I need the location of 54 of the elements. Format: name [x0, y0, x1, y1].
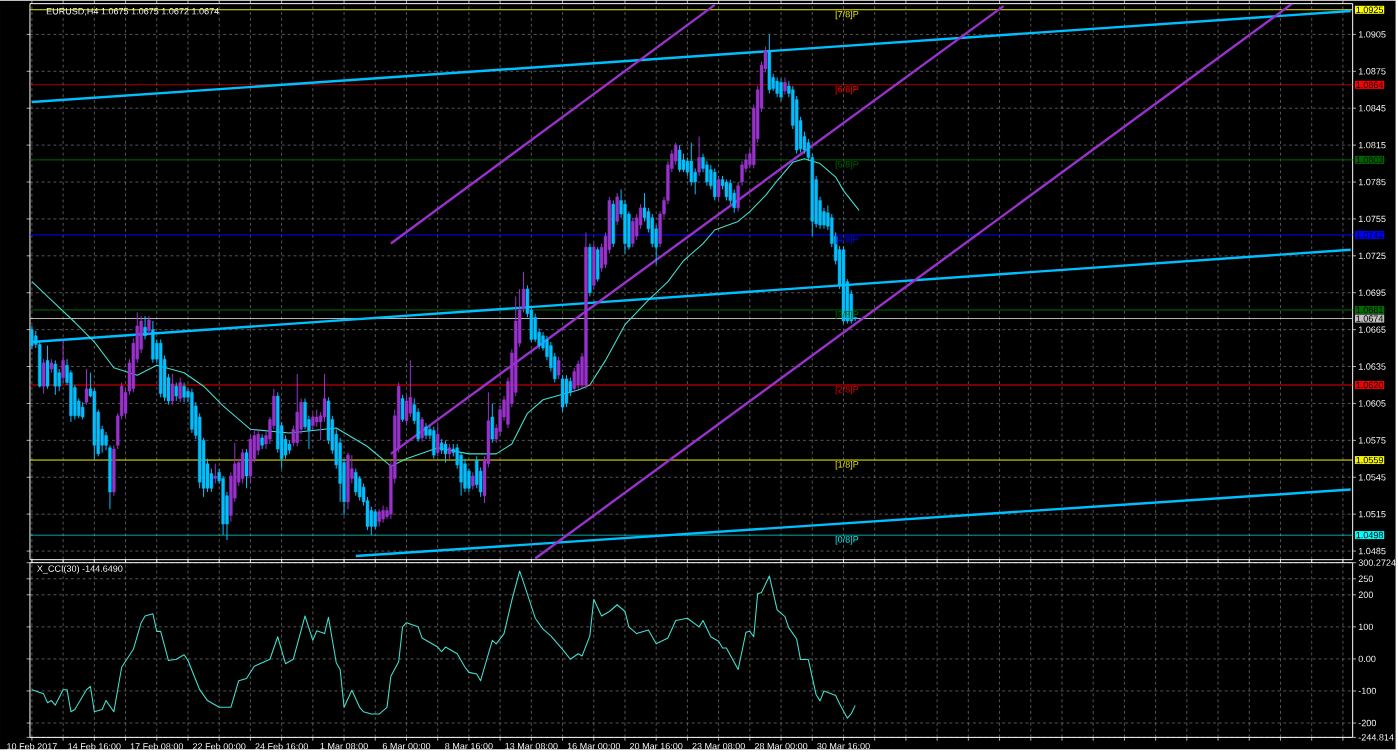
y-tick-label: 100: [1358, 623, 1373, 631]
x-tick-label: 13 Mar 08:00: [505, 743, 558, 750]
x-tick-label: 20 Mar 16:00: [629, 743, 683, 750]
y-tick-label: -100: [1358, 687, 1377, 695]
chart-title: EURUSD,H4 1.0675 1.0675 1.0672 1.0674: [46, 8, 219, 16]
x-tick-label: 24 Feb 16:00: [255, 743, 308, 750]
y-tick-label: 1.0875: [1358, 68, 1386, 75]
x-tick-label: 30 Mar 16:00: [817, 743, 870, 750]
x-tick-label: 23 Mar 08:00: [692, 743, 745, 750]
y-tick-label: 250: [1358, 575, 1373, 583]
ref-line-label: [5/8]P: [835, 161, 859, 170]
y-tick-label: 1.0575: [1358, 437, 1386, 444]
ref-line-label: [7/8]P: [835, 10, 859, 20]
x-tick-label: 10 Feb 2017: [7, 743, 57, 750]
y-tick-label: 1.0755: [1358, 215, 1386, 223]
y-tick-label: 1.0559: [1356, 457, 1383, 464]
y-tick-label: 200: [1358, 591, 1373, 599]
x-tick-label: 14 Feb 16:00: [68, 743, 121, 750]
x-tick-label: 17 Feb 08:00: [130, 743, 184, 750]
y-tick-label: 1.0485: [1358, 548, 1386, 555]
y-tick-label: 1.0905: [1358, 31, 1386, 38]
y-tick-label: 1.0845: [1358, 105, 1386, 112]
y-tick-label: 1.0635: [1358, 363, 1386, 370]
x-tick-label: 22 Feb 00:00: [192, 743, 246, 750]
y-tick-label: 1.0498: [1356, 532, 1384, 539]
y-tick-label: 1.0785: [1358, 179, 1386, 186]
x-tick-label: 8 Mar 16:00: [445, 743, 493, 750]
y-tick-label: 0.00: [1358, 655, 1376, 663]
x-tick-label: 16 Mar 00:00: [567, 743, 621, 750]
y-tick-label: 1.0674: [1356, 315, 1384, 322]
x-tick-label: 6 Mar 00:00: [382, 743, 431, 750]
y-tick-label: 1.0605: [1358, 400, 1386, 407]
y-tick-label: 1.0545: [1358, 474, 1386, 481]
y-tick-label: 1.0864: [1356, 81, 1384, 89]
ref-line-label: [1/8]P: [835, 461, 859, 470]
y-tick-label: 1.0742: [1356, 231, 1383, 239]
y-tick-label: 1.0620: [1356, 381, 1384, 389]
x-tick-label: 1 Mar 08:00: [320, 743, 368, 750]
y-tick-label: 1.0803: [1356, 156, 1384, 164]
ref-line-label: [6/8]P: [835, 85, 859, 95]
y-tick-label: 300.2724: [1358, 559, 1396, 567]
y-tick-label: 1.0695: [1358, 289, 1386, 297]
y-tick-label: 1.0925: [1356, 6, 1384, 14]
y-tick-label: 1.0815: [1358, 142, 1386, 149]
chart-title: X_CCI(30) -144.6490: [37, 565, 123, 574]
y-tick-label: 1.0665: [1358, 326, 1386, 334]
y-tick-label: -200: [1358, 719, 1377, 727]
ref-line-label: [0/8]P: [835, 536, 859, 545]
y-tick-label: 1.0681: [1356, 306, 1383, 314]
y-tick-label: 1.0725: [1358, 252, 1386, 260]
y-tick-label: 1.0515: [1358, 511, 1386, 518]
ref-line-label: [2/8]P: [835, 386, 859, 395]
x-tick-label: 28 Mar 00:00: [754, 743, 808, 750]
y-tick-label: -244.814: [1358, 734, 1394, 741]
